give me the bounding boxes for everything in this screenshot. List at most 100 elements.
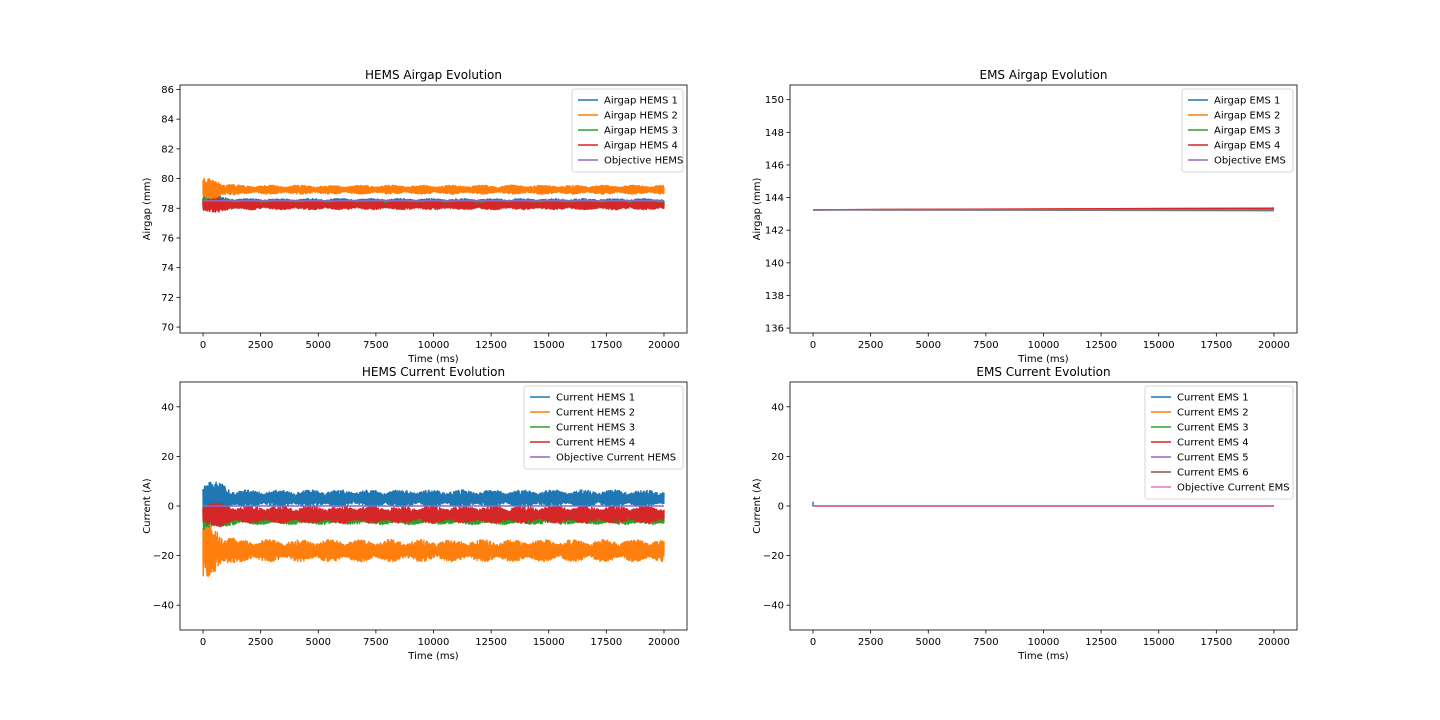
axes-frame — [789, 381, 1298, 631]
legend-label: Current HEMS 1 — [556, 393, 635, 404]
y-tick-label: 140 — [765, 258, 784, 269]
y-axis-label: Current (A) — [142, 478, 153, 533]
x-tick-label: 10000 — [1028, 637, 1060, 648]
legend-label: Airgap EMS 2 — [1214, 111, 1280, 122]
x-tick-label: 5000 — [306, 637, 331, 648]
chart-panel-4: EMS Current Evolution 0 2500 5000 7500 10000 1… — [752, 365, 1298, 662]
legend-label: Objective HEMS — [604, 156, 683, 167]
x-tick-label: 5000 — [916, 637, 941, 648]
x-tick-label: 2500 — [858, 637, 883, 648]
y-tick-label: 142 — [765, 226, 784, 237]
legend-label: Current EMS 1 — [1177, 393, 1249, 404]
x-tick-label: 15000 — [533, 637, 565, 648]
legend-label: Current HEMS 4 — [556, 438, 635, 449]
y-tick-label: −40 — [763, 601, 784, 612]
legend-label: Airgap HEMS 2 — [604, 111, 678, 122]
legend-box — [571, 88, 684, 173]
x-tick-label: 20000 — [1258, 637, 1290, 648]
legend-label: Objective Current EMS — [1177, 483, 1290, 494]
series-line-4 — [202, 502, 665, 528]
legend-box — [523, 385, 684, 470]
x-tick-label: 20000 — [1258, 340, 1290, 351]
x-tick-label: 10000 — [418, 340, 450, 351]
plot-area — [813, 207, 1274, 212]
x-tick-label: 2500 — [248, 340, 273, 351]
y-tick-label: 80 — [161, 174, 174, 185]
x-tick-label: 7500 — [973, 637, 998, 648]
x-tick-label: 15000 — [1143, 340, 1175, 351]
series-line-2 — [202, 177, 665, 203]
legend-label: Airgap HEMS 4 — [604, 141, 678, 152]
plot-area — [812, 501, 1274, 507]
y-tick-label: 78 — [161, 204, 174, 215]
legend-label: Airgap HEMS 3 — [604, 126, 678, 137]
x-tick-label: 17500 — [590, 340, 622, 351]
legend-label: Current HEMS 3 — [556, 423, 635, 434]
chart-title: EMS Current Evolution — [976, 365, 1110, 379]
legend-box — [1181, 88, 1294, 173]
x-axis-label: Time (ms) — [1017, 651, 1069, 662]
legend-box — [1144, 385, 1294, 500]
chart-panel-2: EMS Airgap Evolution 0 2500 5000 7500 10000 12… — [752, 68, 1298, 365]
legend-label: Current EMS 3 — [1177, 423, 1249, 434]
x-tick-label: 0 — [200, 637, 206, 648]
legend-label: Airgap EMS 4 — [1214, 141, 1280, 152]
legend-label: Airgap EMS 1 — [1214, 96, 1280, 107]
legend: Airgap HEMS 1 Airgap HEMS 2 Airgap HEMS 3 A… — [571, 88, 684, 173]
y-tick-label: 148 — [765, 128, 784, 139]
plot-area — [202, 481, 665, 578]
y-tick-label: 40 — [771, 402, 784, 413]
series-line-2 — [202, 523, 665, 578]
x-tick-label: 7500 — [363, 637, 388, 648]
x-axis-label: Time (ms) — [407, 354, 459, 365]
legend-label: Current HEMS 2 — [556, 408, 635, 419]
x-tick-label: 10000 — [1028, 340, 1060, 351]
x-tick-label: 7500 — [973, 340, 998, 351]
y-tick-label: 82 — [161, 144, 174, 155]
x-tick-label: 20000 — [648, 637, 680, 648]
y-tick-label: 0 — [168, 502, 174, 513]
x-tick-label: 2500 — [248, 637, 273, 648]
x-tick-label: 20000 — [648, 340, 680, 351]
axes-frame — [179, 381, 688, 631]
y-axis-label: Airgap (mm) — [752, 177, 763, 240]
legend: Airgap EMS 1 Airgap EMS 2 Airgap EMS 3 Airg… — [1181, 88, 1294, 173]
x-tick-label: 15000 — [533, 340, 565, 351]
x-tick-label: 17500 — [1200, 637, 1232, 648]
x-tick-label: 12500 — [475, 340, 507, 351]
chart-title: HEMS Airgap Evolution — [365, 68, 502, 82]
y-tick-label: −40 — [153, 601, 174, 612]
x-tick-label: 12500 — [1085, 637, 1117, 648]
axes-frame — [789, 84, 1298, 334]
legend-label: Current EMS 2 — [1177, 408, 1249, 419]
x-tick-label: 17500 — [1200, 340, 1232, 351]
series-line-4 — [202, 197, 665, 213]
y-axis-label: Current (A) — [752, 478, 763, 533]
y-tick-label: 74 — [161, 263, 174, 274]
chart-title: EMS Airgap Evolution — [980, 68, 1108, 82]
y-tick-label: 40 — [161, 402, 174, 413]
x-tick-label: 10000 — [418, 637, 450, 648]
legend-label: Airgap EMS 3 — [1214, 126, 1280, 137]
y-axis-label: Airgap (mm) — [142, 177, 153, 240]
chart-panel-1: HEMS Airgap Evolution 0 2500 5000 7500 10000 1… — [142, 68, 688, 365]
y-tick-label: 20 — [161, 452, 174, 463]
legend: Current EMS 1 Current EMS 2 Current EMS 3 C… — [1144, 385, 1294, 500]
y-tick-label: 76 — [161, 233, 174, 244]
y-tick-label: −20 — [763, 551, 784, 562]
x-tick-label: 0 — [200, 340, 206, 351]
y-tick-label: 150 — [765, 95, 784, 106]
y-tick-label: 70 — [161, 323, 174, 334]
y-tick-label: 0 — [778, 502, 784, 513]
x-tick-label: 0 — [810, 637, 816, 648]
y-tick-label: 144 — [765, 193, 784, 204]
y-tick-label: 136 — [765, 324, 784, 335]
y-tick-label: 138 — [765, 291, 784, 302]
series-line-1 — [202, 481, 665, 516]
x-tick-label: 17500 — [590, 637, 622, 648]
legend: Current HEMS 1 Current HEMS 2 Current HEMS… — [523, 385, 684, 470]
y-tick-label: −20 — [153, 551, 174, 562]
y-tick-label: 20 — [771, 452, 784, 463]
plot-area — [202, 177, 665, 213]
